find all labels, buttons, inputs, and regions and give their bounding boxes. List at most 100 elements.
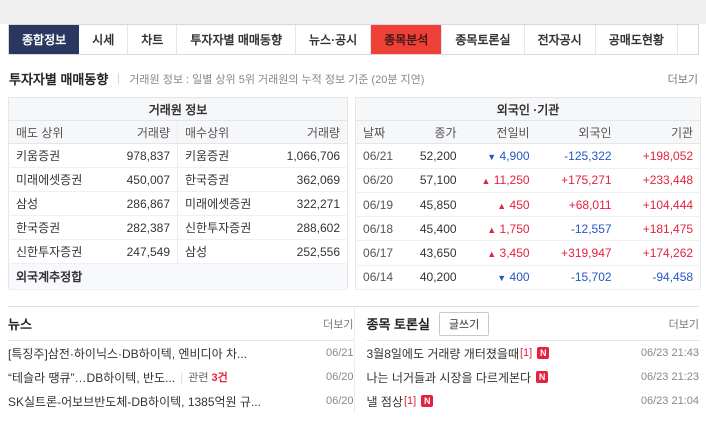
tab-price[interactable]: 시세 <box>79 25 129 54</box>
change-value: 400 <box>509 270 530 285</box>
buy-volume: 362,069 <box>274 167 348 192</box>
change-cell: ▼ 4,900 <box>463 143 537 169</box>
tab-chart[interactable]: 차트 <box>128 25 178 54</box>
foreign-cell: +175,271 <box>536 168 619 193</box>
news-item-date: 06/20 <box>325 371 354 383</box>
news-item-title[interactable]: [특징주]삼전·하이닉스·DB하이텍, 엔비디아 차... <box>8 346 248 361</box>
news-item-date: 06/21 <box>325 347 354 359</box>
up-arrow-icon: ▲ <box>481 176 491 187</box>
bottom-area: 뉴스 더보기 [특징주]삼전·하이닉스·DB하이텍, 엔비디아 차... 06/… <box>8 306 699 413</box>
broker-table: 거래원 정보 매도 상위 거래량 매수상위 거래량 키움증권 978,837 키… <box>8 97 349 290</box>
date-cell: 06/18 <box>355 216 406 242</box>
table-row: 키움증권 978,837 키움증권 1,066,706 <box>8 143 348 168</box>
change-cell: ▲ 3,450 <box>463 240 537 266</box>
col-header: 외국인 <box>536 120 619 145</box>
news-list: [특징주]삼전·하이닉스·DB하이텍, 엔비디아 차... 06/21 “테슬라… <box>8 341 354 413</box>
sell-broker-name: 신한투자증권 <box>8 239 105 264</box>
table-row: 06/14 40,200 ▼ 400 -15,702 -94,458 <box>355 265 701 291</box>
foreign-cell: -12,557 <box>536 216 619 242</box>
main-tab-bar: 종합정보 시세 차트 투자자별 매매동향 뉴스·공시 종목분석 종목토론실 전자… <box>8 24 699 55</box>
post-title[interactable]: 낼 점상 <box>366 394 403 409</box>
sell-volume: 450,007 <box>104 167 178 192</box>
investor-table-title: 외국인 ·기관 <box>355 97 701 122</box>
tab-short-selling[interactable]: 공매도현황 <box>596 25 678 54</box>
sell-volume: 978,837 <box>104 143 178 168</box>
news-item-date: 06/20 <box>325 395 354 407</box>
post-title[interactable]: 나는 너거들과 시장을 다르게본다 <box>366 370 532 385</box>
tab-stock-analysis[interactable]: 종목분석 <box>371 25 443 54</box>
post-time: 06/23 21:43 <box>640 347 699 359</box>
tab-news-disclosure[interactable]: 뉴스·공시 <box>296 25 372 54</box>
institution-cell: -94,458 <box>618 265 701 291</box>
sell-broker-name: 키움증권 <box>8 143 105 168</box>
tab-e-disclosure[interactable]: 전자공시 <box>525 25 596 54</box>
section-more-link[interactable]: 더보기 <box>667 73 698 86</box>
news-item-title[interactable]: “테슬라 땡큐”…DB하이텍, 반도... <box>8 370 176 385</box>
col-header: 종가 <box>405 120 464 145</box>
reply-count: [1] <box>520 347 533 359</box>
new-badge-icon: N <box>536 371 549 383</box>
table-row: 06/18 45,400 ▲ 1,750 -12,557 +181,475 <box>355 216 701 242</box>
reply-count: [1] <box>403 395 417 407</box>
new-badge-icon: N <box>421 395 434 407</box>
close-cell: 45,850 <box>405 192 464 218</box>
buy-broker-name: 키움증권 <box>177 143 275 168</box>
table-row: 미래에셋증권 450,007 한국증권 362,069 <box>8 167 348 192</box>
table-row: 06/20 57,100 ▲ 11,250 +175,271 +233,448 <box>355 168 701 193</box>
news-item-title[interactable]: SK실트론-어보브반도체-DB하이텍, 1385억원 규... <box>8 394 261 409</box>
down-arrow-icon: ▼ <box>497 273 507 284</box>
col-header: 날짜 <box>355 120 406 145</box>
buy-volume: 322,271 <box>274 191 348 216</box>
down-arrow-icon: ▼ <box>487 152 497 163</box>
tab-investor-trend[interactable]: 투자자별 매매동향 <box>177 25 297 54</box>
tables-area: 거래원 정보 매도 상위 거래량 매수상위 거래량 키움증권 978,837 키… <box>8 97 702 291</box>
section-header: 투자자별 매매동향 거래원 정보 : 일별 상위 5위 거래원의 누적 정보 기… <box>9 69 698 88</box>
discussion-title: 종목 토론실 <box>366 317 430 332</box>
post-time: 06/23 21:04 <box>640 395 699 407</box>
discussion-section: 종목 토론실 글쓰기 더보기 3월8일에도 거래량 개터졌을때 [1] N 06… <box>353 307 699 413</box>
close-cell: 43,650 <box>405 240 464 266</box>
foreign-cell: +68,011 <box>536 192 619 218</box>
news-more-link[interactable]: 더보기 <box>323 318 354 331</box>
tab-summary[interactable]: 종합정보 <box>9 25 80 54</box>
change-value: 3,450 <box>499 246 530 261</box>
table-row: 06/19 45,850 ▲ 450 +68,011 +104,444 <box>355 192 701 218</box>
col-header: 전일비 <box>463 120 537 145</box>
col-header: 매수상위 <box>177 120 275 144</box>
related-label: 관련 <box>188 372 209 384</box>
buy-volume: 288,602 <box>274 215 348 240</box>
table-row: 한국증권 282,387 신한투자증권 288,602 <box>8 215 348 240</box>
divider: | <box>180 370 184 384</box>
up-arrow-icon: ▲ <box>497 200 507 211</box>
institution-cell: +181,475 <box>618 216 701 242</box>
up-arrow-icon: ▲ <box>487 224 497 235</box>
col-header: 거래량 <box>274 120 348 144</box>
change-cell: ▲ 450 <box>463 192 537 218</box>
top-gap <box>0 0 706 24</box>
write-post-button[interactable]: 글쓰기 <box>438 311 490 336</box>
close-cell: 40,200 <box>405 265 464 291</box>
buy-broker-name: 한국증권 <box>177 167 275 192</box>
institution-cell: +174,262 <box>618 240 701 266</box>
broker-table-title: 거래원 정보 <box>8 97 348 121</box>
divider <box>118 73 120 84</box>
discussion-more-link[interactable]: 더보기 <box>668 318 699 331</box>
sell-broker-name: 한국증권 <box>8 215 105 240</box>
date-cell: 06/21 <box>355 143 406 169</box>
post-title[interactable]: 3월8일에도 거래량 개터졌을때 <box>366 346 520 361</box>
related-count[interactable]: 3건 <box>211 372 228 384</box>
section-note: 거래원 정보 : 일별 상위 5위 거래원의 누적 정보 기준 (20분 지연) <box>129 73 425 86</box>
discussion-header: 종목 토론실 글쓰기 더보기 <box>366 307 699 341</box>
news-header: 뉴스 더보기 <box>8 307 354 341</box>
buy-broker-name: 미래에셋증권 <box>177 191 275 216</box>
close-cell: 52,200 <box>405 143 464 169</box>
close-cell: 45,400 <box>405 216 464 242</box>
date-cell: 06/14 <box>355 265 406 291</box>
investor-table: 외국인 ·기관 날짜 종가 전일비 외국인 기관 06/21 52,200 ▼ … <box>355 97 702 291</box>
page: 종합정보 시세 차트 투자자별 매매동향 뉴스·공시 종목분석 종목토론실 전자… <box>0 24 706 413</box>
institution-cell: +104,444 <box>618 192 701 218</box>
date-cell: 06/20 <box>355 168 406 193</box>
tab-discussion-board[interactable]: 종목토론실 <box>442 25 525 54</box>
institution-cell: +198,052 <box>618 143 701 169</box>
table-row: 06/21 52,200 ▼ 4,900 -125,322 +198,052 <box>355 143 701 169</box>
